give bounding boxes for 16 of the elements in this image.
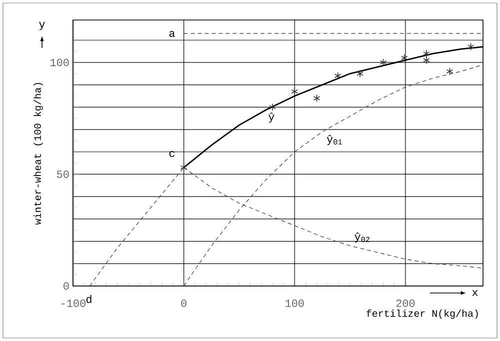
- x-tick-label: -100: [62, 300, 86, 307]
- series-label: ŷ: [268, 112, 274, 123]
- x-tick-label: 100: [286, 300, 304, 307]
- text: x: [472, 290, 478, 296]
- y-tick-label: 50: [57, 170, 69, 178]
- annotation: a: [169, 31, 175, 37]
- y-tick-label: 100: [50, 58, 69, 66]
- y-tick-label: 0: [64, 282, 69, 290]
- x-axis-title: fertilizer N(kg/ha): [366, 310, 478, 319]
- x-tick-label: 200: [396, 300, 415, 307]
- y-axis-title: winter-wheat (100 kg/ha): [34, 82, 43, 225]
- annotation: c: [169, 151, 174, 157]
- text: d: [86, 294, 92, 304]
- text: y: [39, 22, 45, 30]
- x-tick-label: 0: [181, 300, 186, 307]
- series-label: ŷ$_{01}$: [326, 134, 342, 146]
